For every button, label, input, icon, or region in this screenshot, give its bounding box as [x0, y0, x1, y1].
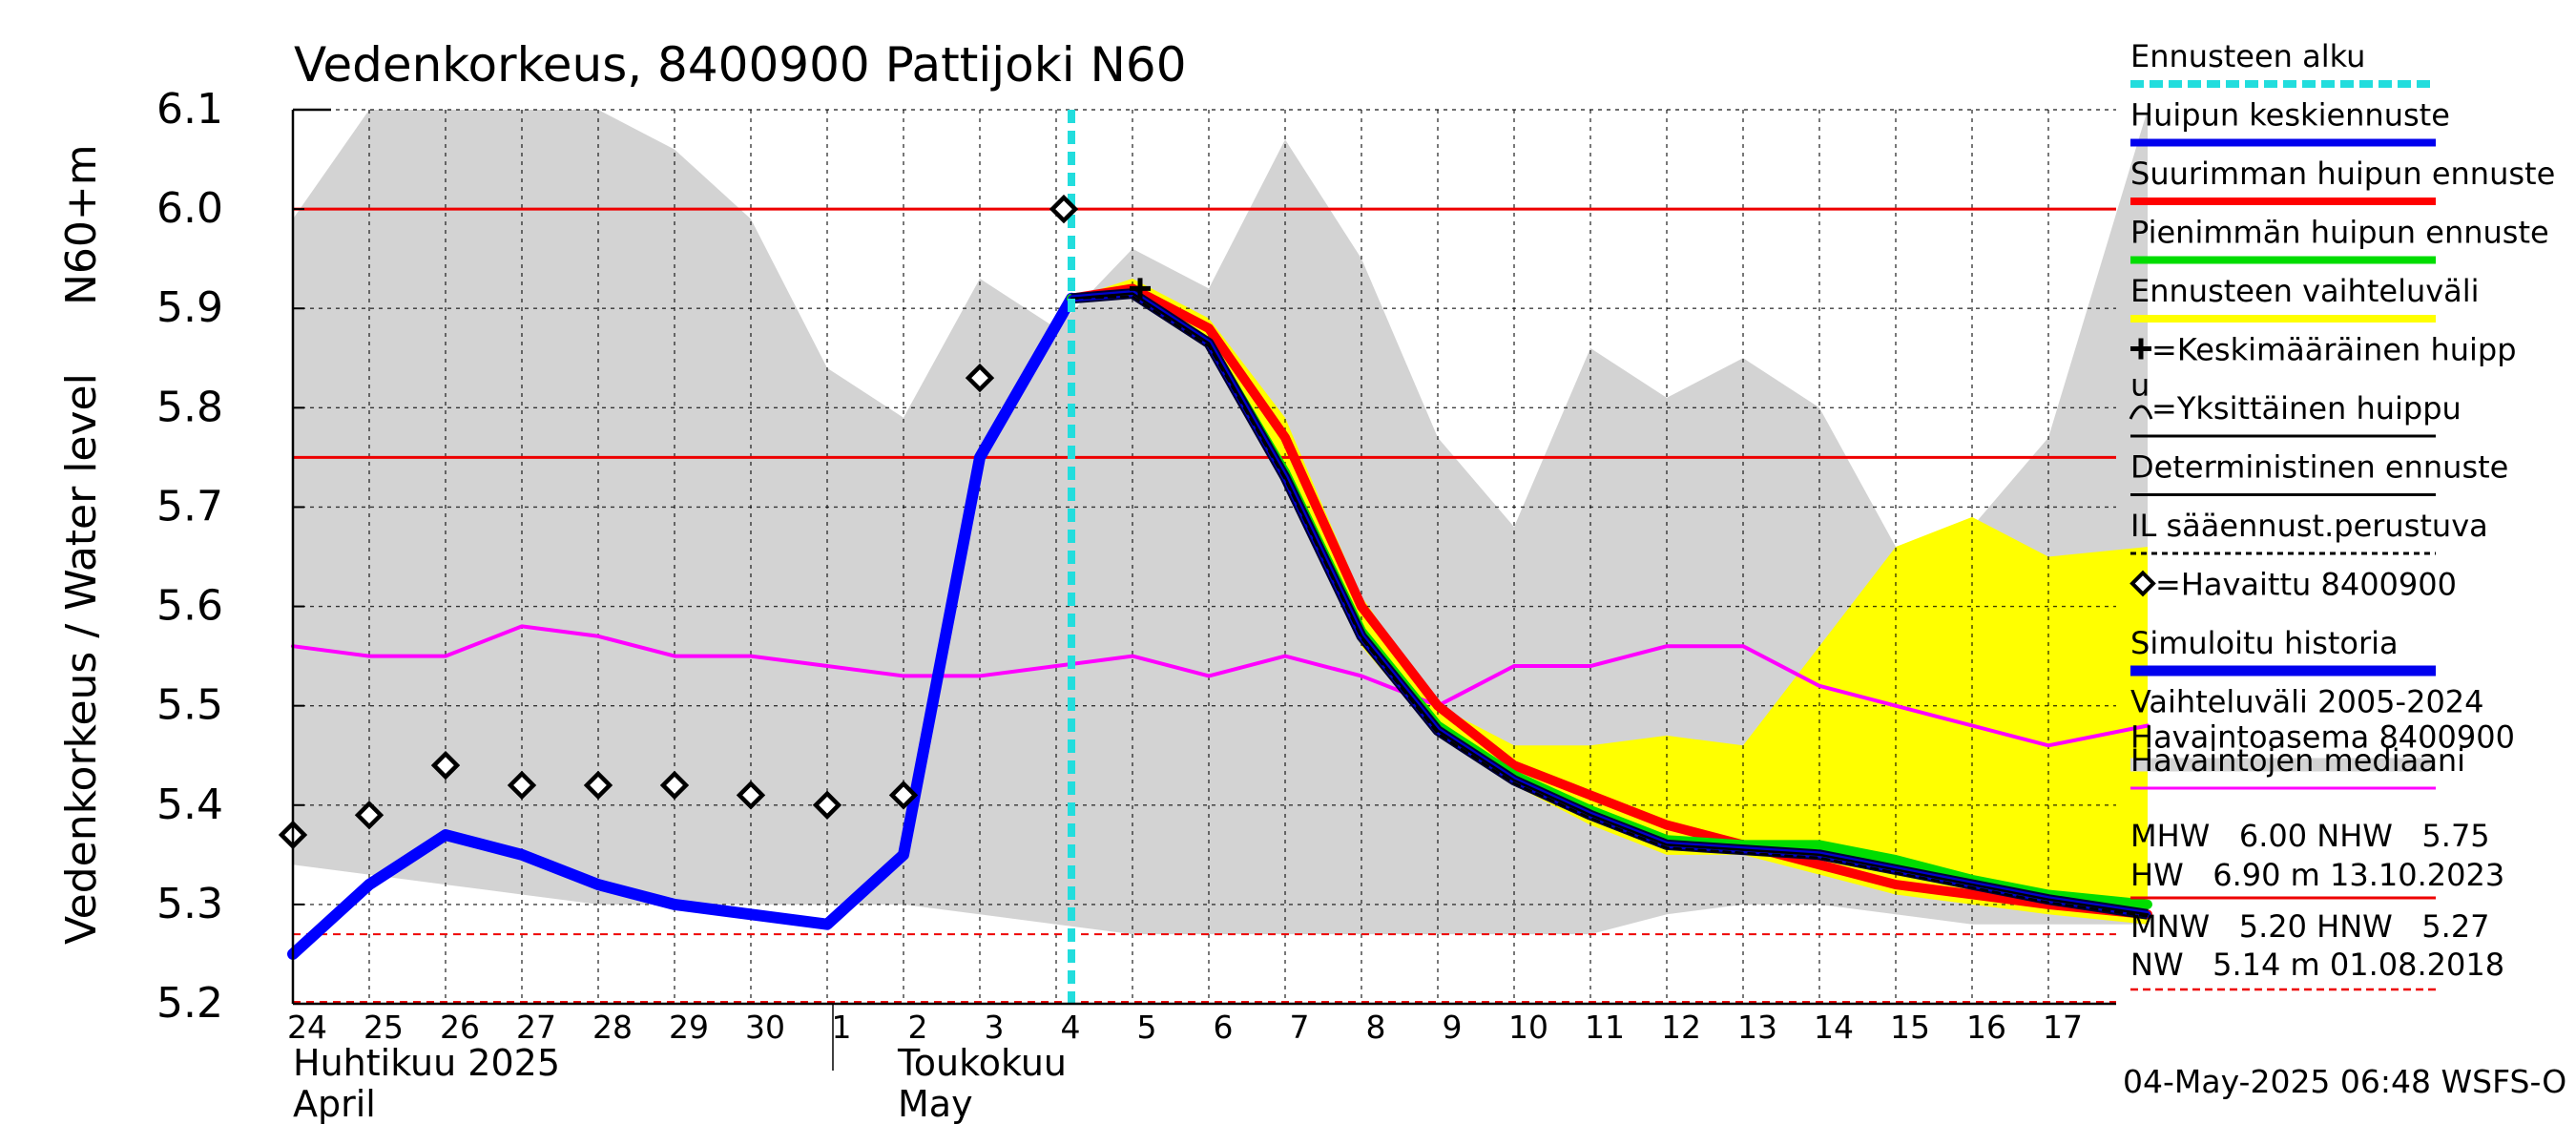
legend-label2-hist-range: Havaintoasema 8400900	[2130, 719, 2515, 756]
mean-peak-marker	[1130, 278, 1151, 300]
series-line-suurimman-huipun-ennuste	[1067, 283, 2152, 920]
y-tick-label: 5.6	[156, 582, 223, 631]
legend-label-forecast-start: Ennusteen alku	[2130, 38, 2365, 74]
x-tick-label: 4	[1061, 1009, 1081, 1046]
legend-arc-icon	[2129, 405, 2153, 420]
month-label-en-may: May	[898, 1083, 973, 1125]
legend-label2-mean-peak: u	[2130, 367, 2150, 404]
stat-mnw: MNW 5.20 HNW 5.27	[2130, 908, 2490, 945]
legend-label-observed: =Havaittu 8400900	[2155, 567, 2457, 603]
observed-marker	[507, 770, 537, 801]
x-tick-label: 1	[832, 1009, 852, 1046]
x-tick-label: 17	[2043, 1009, 2083, 1046]
observed-marker	[583, 770, 613, 801]
y-tick-label: 5.5	[156, 681, 223, 730]
x-tick-label: 27	[516, 1009, 556, 1046]
observed-marker	[965, 363, 995, 393]
x-tick-label: 9	[1443, 1009, 1463, 1046]
x-tick-label: 2	[908, 1009, 928, 1046]
observed-marker	[354, 801, 384, 830]
legend: Ennusteen alku Huipun keskiennuste Suurimm…	[2129, 38, 2555, 790]
band-vaihteluvali-2005-2024-havaintoasema-8400900	[293, 110, 2148, 935]
x-tick-label: 14	[1814, 1009, 1854, 1046]
series-lines	[287, 110, 2152, 1004]
legend-label-min-forecast: Pienimmän huipun ennuste	[2130, 215, 2549, 251]
month-label-fi-apr: Huhtikuu 2025	[293, 1042, 560, 1084]
y-tick-label: 5.9	[156, 283, 223, 332]
legend-label-deterministic: Deterministinen ennuste	[2130, 449, 2508, 486]
y-tick-label: 5.2	[156, 979, 223, 1028]
legend-plus-icon	[2130, 338, 2151, 360]
x-tick-label: 15	[1890, 1009, 1930, 1046]
y-axis-label: Vedenkorkeus / Water level	[57, 373, 106, 945]
legend-label-max-forecast: Suurimman huipun ennuste	[2130, 156, 2555, 192]
x-tick-label: 7	[1290, 1009, 1310, 1046]
observed-marker	[1049, 194, 1079, 224]
x-tick-label: 10	[1508, 1009, 1548, 1046]
x-tick-label: 16	[1966, 1009, 2006, 1046]
stat-nw: NW 5.14 m 01.08.2018	[2130, 947, 2504, 983]
observed-marker	[736, 781, 766, 810]
y-tick-label: 5.3	[156, 880, 223, 928]
stat-mhw: MHW 6.00 NHW 5.75	[2130, 818, 2490, 854]
x-tick-label: 24	[287, 1009, 327, 1046]
legend-label-il-forecast: IL sääennust.perustuva	[2130, 508, 2488, 544]
x-tick-label: 13	[1737, 1009, 1777, 1046]
y-tick-label: 5.8	[156, 383, 223, 431]
observed-marker	[812, 790, 842, 820]
legend-label-forecast-range: Ennusteen vaihteluväli	[2130, 273, 2480, 309]
axes	[291, 108, 2116, 1071]
reference-lines	[293, 207, 2116, 1003]
series-line-havaintojen-mediaani	[291, 624, 2150, 748]
series-line-deterministinen-ennuste	[1070, 292, 2150, 916]
observed-marker	[659, 770, 690, 801]
x-tick-label: 25	[364, 1009, 404, 1046]
y-tick-labels: 5.2 5.3 5.4 5.5 5.6 5.7 5.8 5.9 6.0 6.1	[156, 85, 223, 1028]
x-tick-label: 5	[1137, 1009, 1157, 1046]
month-label-fi-may: Toukokuu	[897, 1042, 1067, 1084]
chart-title: Vedenkorkeus, 8400900 Pattijoki N60	[294, 37, 1187, 93]
series-line-il-saaennust-perustuva	[1070, 295, 2150, 918]
legend-label-mean-forecast: Huipun keskiennuste	[2130, 97, 2450, 134]
y-tick-label: 6.0	[156, 184, 223, 233]
legend-label-hist-range: Vaihteluväli 2005-2024	[2130, 684, 2484, 720]
x-tick-label: 30	[745, 1009, 785, 1046]
x-tick-label: 26	[440, 1009, 480, 1046]
x-tick-label: 3	[985, 1009, 1005, 1046]
legend-label-median: Havaintojen mediaani	[2130, 742, 2465, 779]
x-tick-label: 28	[592, 1009, 633, 1046]
y-tick-label: 5.7	[156, 482, 223, 531]
x-tick-label: 29	[669, 1009, 709, 1046]
observed-marker	[888, 781, 919, 810]
legend-label-simulated: Simuloitu historia	[2130, 625, 2399, 661]
legend-label-mean-peak: =Keskimääräinen huipp	[2151, 332, 2517, 368]
legend-label-single-peak: =Yksittäinen huippu	[2151, 390, 2462, 427]
band-ennusteen-vaihteluvali	[1071, 278, 2148, 925]
series-line-simuloitu-historia	[287, 292, 1077, 960]
month-label-en-apr: April	[293, 1083, 376, 1125]
range-bands	[293, 110, 2148, 935]
legend-diamond-icon	[2129, 570, 2156, 597]
x-tick-label: 11	[1585, 1009, 1625, 1046]
x-tick-label: 8	[1366, 1009, 1386, 1046]
x-tick-label: 6	[1214, 1009, 1234, 1046]
x-tick-label: 12	[1661, 1009, 1701, 1046]
observed-marker	[430, 750, 461, 781]
footer-timestamp: 04-May-2025 06:48 WSFS-O	[2123, 1063, 2566, 1100]
y-axis-unit: N60+m	[57, 144, 106, 305]
y-tick-label: 6.1	[156, 85, 223, 134]
y-tick-label: 5.4	[156, 781, 223, 829]
stat-hw: HW 6.90 m 13.10.2023	[2130, 857, 2504, 893]
x-tick-labels: 24 25 26 27 28 29 30 1 2 3 4 5 6 7 8 9 10 11 12 13 14 15 16 17	[287, 1009, 2083, 1046]
